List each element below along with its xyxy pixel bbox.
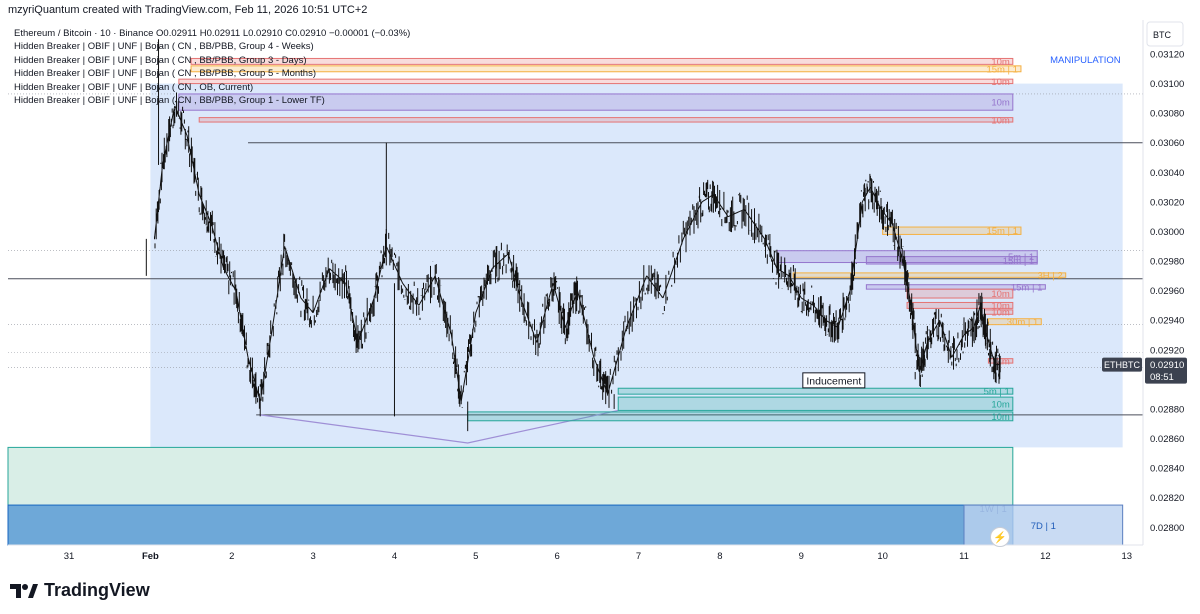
order-block-label: 10m	[991, 289, 1010, 300]
order-block-label: 10m	[991, 115, 1010, 126]
inducement-label: Inducement	[806, 375, 861, 387]
y-tick-label: 0.02960	[1150, 286, 1184, 297]
y-tick-label: 0.02880	[1150, 404, 1184, 415]
x-tick-label: 13	[1121, 551, 1132, 562]
y-tick-label: 0.03040	[1150, 168, 1184, 179]
x-tick-label: 10	[877, 551, 888, 562]
tradingview-logo[interactable]: TradingView	[10, 580, 150, 601]
order-block-label: 15m | 1	[1011, 282, 1043, 293]
indicator-row[interactable]: Hidden Breaker | OBIF | UNF | Bojan ( CN…	[14, 68, 317, 80]
order-block-teal	[617, 396, 1014, 411]
indicator-row[interactable]: Hidden Breaker | OBIF | UNF | Bojan ( CN…	[14, 54, 307, 66]
price-series-line	[154, 92, 1001, 409]
order-block-orange	[882, 226, 1022, 235]
last-price-countdown: 08:51	[1150, 372, 1174, 383]
y-tick-label: 0.02800	[1150, 523, 1184, 534]
inducement-label-box	[802, 372, 866, 389]
order-block-label: 10m	[991, 57, 1010, 68]
order-block-label: 10m	[991, 308, 1010, 319]
x-tick-label: 12	[1040, 551, 1051, 562]
y-tick-label: 0.02820	[1150, 493, 1184, 504]
price-series-layer	[145, 39, 1001, 432]
lightning-icon[interactable]: ⚡	[990, 527, 1010, 547]
order-block-label: 10m	[991, 98, 1010, 109]
chart-legend: Ethereum / Bitcoin · 10 · Binance O0.029…	[14, 27, 410, 107]
x-tick-label: 3	[310, 551, 315, 562]
zones-layer: MANIPULATION1W | 17D | 1	[7, 55, 1124, 546]
order-block-label: 10m	[991, 77, 1010, 88]
order-block-orange	[987, 318, 1042, 326]
x-tick-label: 4	[392, 551, 397, 562]
order-block-red	[198, 117, 1014, 123]
brand-name: TradingView	[44, 580, 150, 600]
x-tick-label: 9	[799, 551, 804, 562]
x-tick-label: 31	[64, 551, 75, 562]
indicator-row[interactable]: Hidden Breaker | OBIF | UNF | Bojan ( CN…	[14, 95, 325, 107]
x-tick-label: 11	[959, 551, 969, 562]
indicator-row[interactable]: Hidden Breaker | OBIF | UNF | Bojan ( CN…	[14, 41, 314, 53]
y-tick-label: 0.03100	[1150, 79, 1184, 90]
manipulation-zone	[150, 83, 1123, 448]
order-block-label: 15m | 1	[986, 64, 1018, 75]
x-tick-label: 6	[555, 551, 560, 562]
symbol-tag-box	[1102, 357, 1142, 372]
order-block-orange	[792, 272, 1067, 278]
indicator-row[interactable]: Hidden Breaker | OBIF | UNF | Bojan ( CN…	[14, 81, 254, 93]
x-tick-label: Feb	[142, 551, 159, 562]
y-tick-label: 0.03000	[1150, 227, 1184, 238]
order-block-purple	[865, 256, 1038, 265]
currency-box	[1146, 21, 1184, 47]
y-tick-label: 0.03080	[1150, 109, 1184, 120]
x-tick-label: 7	[636, 551, 641, 562]
order-block-label: 10m	[991, 412, 1010, 423]
symbol-tag: ETHBTC	[1104, 360, 1141, 370]
order-block-red	[906, 288, 1014, 299]
annotations-layer: Inducement	[802, 372, 866, 389]
x-tick-label: 8	[717, 551, 722, 562]
y-tick-label: 0.02980	[1150, 257, 1184, 268]
order-block-label: 5m | 1	[1008, 252, 1034, 263]
y-tick-label: 0.03060	[1150, 138, 1184, 149]
order-block-orange	[190, 65, 1022, 73]
y-tick-label: 0.02860	[1150, 434, 1184, 445]
y-tick-label: 0.02920	[1150, 345, 1184, 356]
weekly-zone	[7, 504, 1014, 546]
order-block-label: 1m	[997, 356, 1010, 367]
tradingview-logo-icon	[10, 583, 38, 598]
order-block-red	[906, 301, 1014, 309]
order-block-teal	[467, 411, 1014, 422]
order-block-label: 15m | 1	[986, 226, 1018, 237]
last-price-badge	[1145, 357, 1187, 384]
order-block-label: 30m | 1	[1007, 317, 1039, 328]
x-tick-label: 5	[473, 551, 478, 562]
manipulation-zone-label: MANIPULATION	[1050, 55, 1121, 66]
order-block-red	[178, 78, 1014, 85]
order-block-teal	[617, 387, 1014, 395]
y-tick-label: 0.02940	[1150, 316, 1184, 327]
y-tick-label: 0.02840	[1150, 464, 1184, 475]
order-block-label: 10m	[991, 301, 1010, 312]
order-block-label: 5m | 1	[984, 387, 1010, 398]
7d-zone-label: 7D | 1	[1031, 521, 1056, 532]
order-block-red	[190, 57, 1014, 65]
order-block-label: 3H | 2	[1038, 271, 1063, 282]
currency-label: BTC	[1153, 30, 1171, 40]
last-price-value: 0.02910	[1150, 360, 1184, 371]
order-block-label: 15m | 1	[1003, 256, 1035, 267]
y-tick-label: 0.03120	[1150, 50, 1184, 61]
symbol-ohlc[interactable]: Ethereum / Bitcoin · 10 · Binance O0.029…	[14, 28, 411, 39]
order-block-purple	[178, 93, 1014, 111]
y-tick-label: 0.03020	[1150, 197, 1184, 208]
order-block-label: 10m	[991, 399, 1010, 410]
axes-layer: 0.03120 0.03100 0.03080 0.03060 0.03040 0.030…	[8, 20, 1187, 562]
credit-line: mzyriQuantum created with TradingView.co…	[8, 4, 368, 16]
x-tick-label: 2	[229, 551, 234, 562]
